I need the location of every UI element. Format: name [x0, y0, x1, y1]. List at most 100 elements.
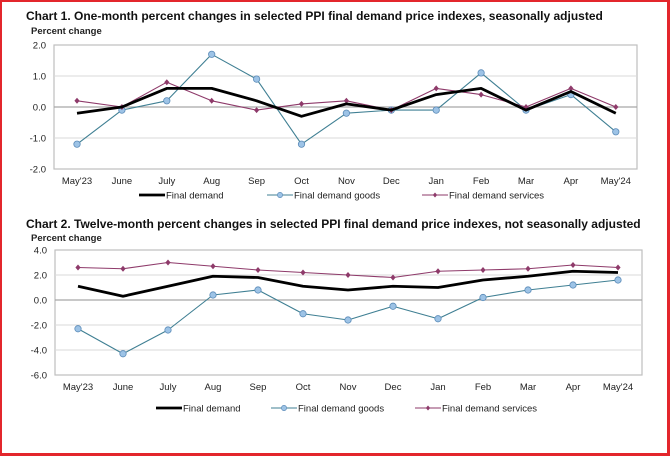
legend-final-demand-services-marker: [432, 192, 438, 198]
data-point-goods: [524, 286, 532, 294]
data-point-goods: [209, 291, 217, 299]
data-point-goods: [299, 310, 307, 318]
y-tick-label: 4.0: [34, 246, 47, 257]
x-tick-label: Mar: [518, 176, 534, 187]
x-tick-label: Apr: [564, 176, 579, 187]
data-point-services: [255, 267, 261, 273]
data-point-goods: [434, 315, 442, 323]
data-point-goods: [479, 293, 487, 302]
x-tick-label: July: [158, 176, 175, 187]
legend-final-demand-goods-marker: [281, 405, 287, 411]
y-tick-label: -6.0: [31, 371, 47, 382]
x-tick-label: Feb: [473, 176, 489, 187]
data-point-services: [254, 107, 260, 114]
chart1-title: Chart 1. One-month percent changes in se…: [26, 9, 603, 23]
data-point-goods: [119, 350, 127, 358]
frame-border-right: [667, 0, 670, 456]
data-point-services: [343, 97, 349, 104]
data-point-services: [433, 85, 439, 92]
chart1-ylabel: Percent change: [31, 26, 102, 37]
frame-border-bottom: [0, 453, 670, 456]
data-point-goods: [297, 140, 306, 148]
frame-border-left: [0, 0, 2, 456]
data-point-services: [209, 97, 215, 104]
x-tick-label: Dec: [383, 176, 400, 187]
data-point-services: [390, 274, 396, 281]
x-tick-label: June: [113, 382, 134, 393]
plot-area: [54, 249, 643, 376]
x-tick-label: Dec: [385, 382, 402, 393]
x-tick-label: Jan: [430, 382, 445, 393]
y-tick-label: 2.0: [34, 271, 47, 282]
data-point-goods: [163, 97, 171, 105]
data-point-goods: [74, 325, 82, 333]
x-tick-label: May'24: [603, 382, 633, 393]
x-tick-label: May'23: [63, 382, 93, 393]
data-point-goods: [614, 276, 622, 284]
x-tick-label: July: [160, 382, 177, 393]
y-tick-label: -2.0: [30, 165, 46, 176]
legend-final-demand-goods-label: Final demand goods: [298, 404, 384, 415]
data-point-goods: [389, 302, 397, 310]
data-point-services: [74, 97, 80, 104]
x-tick-label: May'23: [62, 176, 92, 187]
y-tick-label: -1.0: [30, 134, 46, 145]
data-point-services: [75, 264, 81, 271]
y-tick-label: 0.0: [34, 296, 47, 307]
data-point-services: [568, 85, 574, 92]
y-tick-label: 2.0: [33, 41, 46, 52]
data-point-services: [300, 269, 306, 276]
x-tick-label: Oct: [296, 382, 311, 393]
chart1-svg: 2.0 1.0 0.0 -1.0 -2.0 May'23 June July Aug Sep Oct…: [30, 41, 638, 202]
data-point-goods: [432, 106, 440, 114]
x-tick-label: Apr: [566, 382, 581, 393]
data-point-services: [345, 272, 351, 278]
legend-final-demand-goods-marker: [277, 192, 283, 198]
legend-final-demand-services-label: Final demand services: [449, 191, 544, 202]
x-tick-label: June: [112, 176, 133, 187]
legend-final-demand-goods-label: Final demand goods: [294, 191, 380, 202]
x-tick-label: Nov: [338, 176, 355, 187]
data-point-goods: [254, 286, 262, 294]
data-point-goods: [344, 316, 352, 324]
data-point-goods: [208, 50, 216, 58]
x-tick-label: Feb: [475, 382, 491, 393]
x-tick-label: Aug: [203, 176, 220, 187]
data-point-goods: [342, 109, 350, 117]
data-point-services: [210, 263, 216, 270]
data-point-goods: [477, 69, 485, 77]
data-point-goods: [569, 281, 577, 289]
x-tick-label: Oct: [294, 176, 309, 187]
chart2-ylabel: Percent change: [31, 233, 102, 244]
data-point-services: [570, 262, 576, 268]
series-line-final-demand: [76, 87, 617, 118]
data-point-goods: [612, 128, 620, 136]
data-point-services: [613, 104, 619, 110]
data-point-goods: [253, 75, 261, 83]
data-point-services: [615, 264, 621, 271]
legend-final-demand-services-marker: [425, 405, 431, 411]
data-point-services: [525, 265, 531, 272]
data-point-services: [480, 267, 486, 273]
y-tick-label: 0.0: [33, 103, 46, 114]
frame-border-top: [0, 0, 670, 2]
data-point-services: [298, 100, 305, 107]
x-tick-label: Sep: [248, 176, 265, 187]
data-point-services: [164, 79, 170, 86]
x-tick-label: Sep: [250, 382, 267, 393]
y-tick-label: -4.0: [31, 346, 47, 357]
legend-final-demand-services-label: Final demand services: [442, 404, 537, 415]
data-point-services: [120, 265, 126, 272]
x-tick-label: Aug: [205, 382, 222, 393]
chart2-title: Chart 2. Twelve-month percent changes in…: [26, 217, 641, 231]
legend-final-demand-label: Final demand: [183, 404, 241, 415]
series-line-final-demand: [77, 269, 619, 298]
x-tick-label: May'24: [601, 176, 631, 187]
data-point-goods: [164, 326, 172, 334]
data-point-services: [435, 268, 441, 275]
legend-final-demand-label: Final demand: [166, 191, 224, 202]
y-tick-label: -2.0: [31, 321, 47, 332]
y-tick-label: 1.0: [33, 72, 46, 83]
data-point-services: [478, 91, 484, 98]
